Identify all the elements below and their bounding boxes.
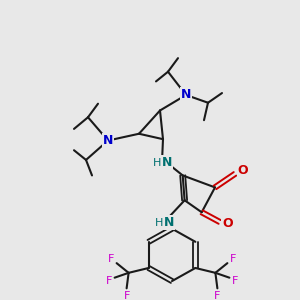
Text: F: F: [230, 254, 237, 264]
Text: N: N: [164, 216, 174, 230]
Text: O: O: [238, 164, 248, 177]
Text: F: F: [214, 291, 220, 300]
Text: N: N: [181, 88, 191, 101]
Text: F: F: [232, 276, 239, 286]
Text: H: H: [153, 158, 161, 168]
Text: N: N: [103, 134, 113, 147]
Text: F: F: [105, 276, 112, 286]
Text: H: H: [155, 218, 163, 228]
Text: O: O: [222, 218, 233, 230]
Text: F: F: [107, 254, 114, 264]
Text: F: F: [123, 291, 130, 300]
Text: N: N: [162, 156, 172, 169]
